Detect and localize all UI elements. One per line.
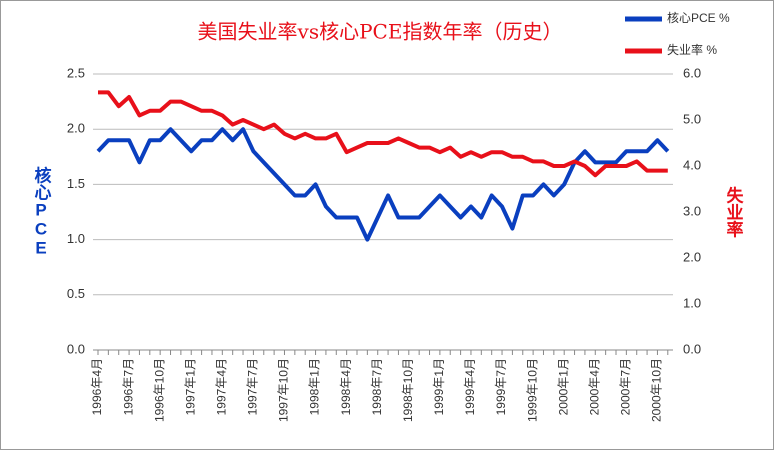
y2-tick-label: 1.0 — [683, 295, 701, 310]
y2-tick-label: 6.0 — [683, 65, 701, 80]
chart-title: 美国失业率vs核心PCE指数年率（历史） — [198, 20, 563, 44]
x-tick-label: 1999年1月 — [432, 358, 446, 415]
y2-tick-label: 0.0 — [683, 341, 701, 356]
y-tick-label: 0.0 — [67, 341, 85, 356]
x-tick-label: 1999年7月 — [494, 358, 508, 415]
series-line — [98, 90, 668, 178]
y-tick-label: 2.0 — [67, 121, 85, 136]
x-tick-label: 1998年4月 — [339, 358, 353, 415]
x-tick-label: 2000年10月 — [650, 358, 664, 422]
x-tick-label: 2000年7月 — [619, 358, 633, 415]
x-tick-label: 1997年1月 — [183, 358, 197, 415]
legend-label: 失业率 % — [667, 42, 717, 57]
y-tick-label: 2.5 — [67, 65, 85, 80]
x-tick-label: 1998年1月 — [308, 358, 322, 415]
y2-tick-label: 5.0 — [683, 111, 701, 126]
y2-tick-label: 4.0 — [683, 157, 701, 172]
y-tick-label: 1.0 — [67, 231, 85, 246]
y2-axis-title: 失业率 — [724, 185, 744, 238]
series-line — [96, 127, 670, 242]
y-axis-title: 核心PCE — [32, 165, 52, 257]
x-tick-label: 1996年4月 — [90, 358, 104, 415]
y-tick-label: 0.5 — [67, 286, 85, 301]
x-tick-label: 2000年4月 — [587, 358, 601, 415]
x-tick-label: 1997年7月 — [246, 358, 260, 415]
legend-label: 核心PCE % — [667, 11, 730, 25]
x-tick-label: 1999年10月 — [525, 358, 539, 422]
x-tick-label: 1996年7月 — [121, 358, 135, 415]
x-tick-label: 1996年10月 — [152, 358, 166, 422]
y-tick-label: 1.5 — [67, 176, 85, 191]
x-tick-label: 2000年1月 — [556, 358, 570, 415]
y2-tick-label: 3.0 — [683, 203, 701, 218]
x-tick-label: 1998年7月 — [370, 358, 384, 415]
x-tick-label: 1999年4月 — [463, 358, 477, 415]
x-tick-label: 1997年10月 — [277, 358, 291, 422]
x-tick-label: 1997年4月 — [214, 358, 228, 415]
x-tick-label: 1998年10月 — [401, 358, 415, 422]
y2-tick-label: 2.0 — [683, 249, 701, 264]
